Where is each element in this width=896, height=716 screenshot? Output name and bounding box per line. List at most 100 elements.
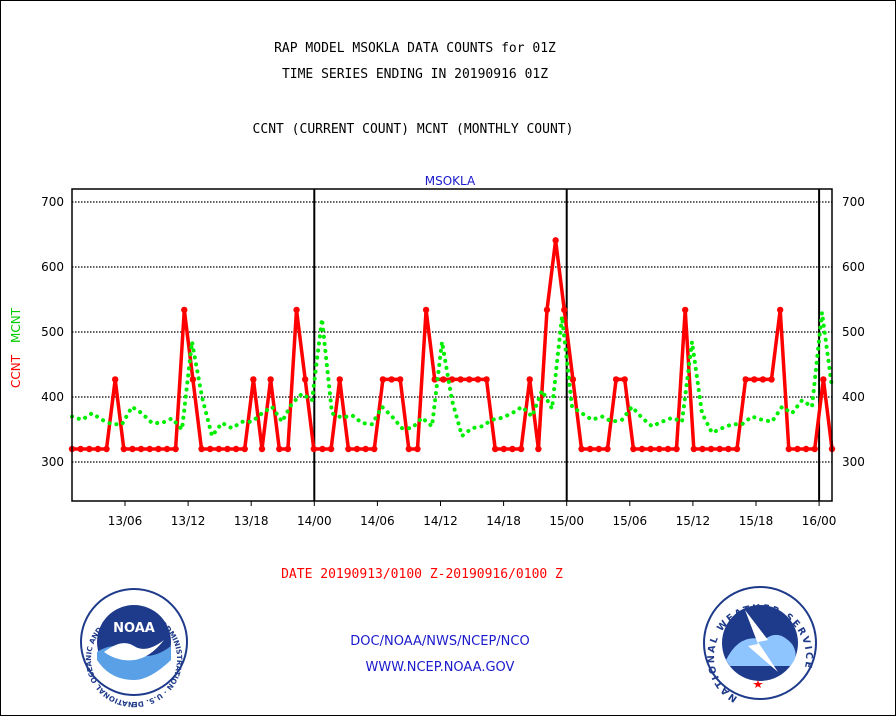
point-ccnt-15 xyxy=(198,445,205,453)
series-layer xyxy=(68,237,836,453)
point-ccnt-34 xyxy=(362,445,369,453)
point-ccnt-65 xyxy=(630,445,637,453)
point-ccnt-46 xyxy=(466,376,473,383)
point-ccnt-1 xyxy=(77,445,84,453)
point-ccnt-30 xyxy=(327,445,335,453)
point-ccnt-17 xyxy=(215,445,223,453)
point-ccnt-73 xyxy=(699,445,706,453)
y-tick-right-700: 700 xyxy=(842,195,865,209)
point-ccnt-69 xyxy=(664,445,672,453)
noaa-logo: NATIONAL OCEANIC AND ATMOSPHERIC ADMINIS… xyxy=(0,0,188,709)
point-ccnt-87 xyxy=(820,376,827,383)
point-ccnt-14 xyxy=(189,376,197,383)
point-ccnt-62 xyxy=(604,445,611,453)
point-ccnt-76 xyxy=(725,445,732,453)
point-ccnt-25 xyxy=(284,445,292,453)
point-ccnt-47 xyxy=(474,376,482,383)
x-tick-label-14-12: 14/12 xyxy=(423,514,458,528)
point-ccnt-20 xyxy=(241,445,248,453)
point-ccnt-77 xyxy=(733,445,741,453)
credit-text: DOC/NOAA/NWS/NCEP/NCO xyxy=(350,634,529,649)
point-ccnt-56 xyxy=(552,237,559,244)
point-ccnt-67 xyxy=(647,445,654,453)
point-ccnt-5 xyxy=(111,376,119,383)
x-tick-label-14-06: 14/06 xyxy=(360,514,395,528)
point-ccnt-26 xyxy=(293,306,300,314)
point-ccnt-63 xyxy=(612,376,620,383)
point-ccnt-72 xyxy=(690,445,698,453)
point-ccnt-60 xyxy=(586,445,594,453)
subtitle: CCNT (CURRENT COUNT) MCNT (MONTHLY COUNT… xyxy=(253,122,574,137)
x-tick-label-13-06: 13/06 xyxy=(108,514,143,528)
grid-layer xyxy=(72,189,832,501)
noaa-logo-text: NOAA xyxy=(113,621,155,636)
x-tick-label-14-18: 14/18 xyxy=(486,514,521,528)
point-ccnt-68 xyxy=(656,445,663,453)
y-tick-left-500: 500 xyxy=(41,325,64,339)
point-ccnt-31 xyxy=(336,376,343,383)
point-ccnt-51 xyxy=(509,445,516,453)
y-tick-right-400: 400 xyxy=(842,390,865,404)
point-ccnt-21 xyxy=(250,376,257,383)
point-ccnt-38 xyxy=(396,376,404,383)
point-ccnt-7 xyxy=(129,445,136,453)
point-ccnt-74 xyxy=(707,445,715,453)
title-line-2: TIME SERIES ENDING IN 20190916 01Z xyxy=(282,67,548,82)
point-ccnt-48 xyxy=(483,376,490,383)
point-ccnt-75 xyxy=(716,445,723,453)
x-tick-label-15-18: 15/18 xyxy=(739,514,774,528)
x-tick-label-13-18: 13/18 xyxy=(234,514,269,528)
point-ccnt-9 xyxy=(146,445,153,453)
series-mcnt xyxy=(70,310,834,438)
point-ccnt-79 xyxy=(751,376,758,383)
series-line-mcnt xyxy=(70,310,834,438)
y-tick-right-500: 500 xyxy=(842,325,865,339)
point-ccnt-18 xyxy=(224,445,231,453)
y-tick-right-300: 300 xyxy=(842,455,865,469)
point-ccnt-81 xyxy=(768,376,775,383)
point-ccnt-55 xyxy=(543,306,551,314)
y-tick-left-700: 700 xyxy=(41,195,64,209)
point-ccnt-71 xyxy=(681,306,689,314)
point-ccnt-64 xyxy=(621,376,628,383)
point-ccnt-27 xyxy=(301,376,309,383)
point-ccnt-45 xyxy=(457,376,464,383)
point-ccnt-39 xyxy=(405,445,413,453)
point-ccnt-32 xyxy=(345,445,352,453)
point-ccnt-82 xyxy=(776,306,784,314)
point-ccnt-29 xyxy=(319,445,326,453)
point-ccnt-58 xyxy=(569,376,577,383)
series-ccnt xyxy=(68,237,836,453)
point-ccnt-36 xyxy=(379,376,387,383)
point-ccnt-4 xyxy=(103,445,110,453)
y-tick-left-400: 400 xyxy=(41,390,64,404)
point-ccnt-10 xyxy=(155,445,162,453)
point-ccnt-85 xyxy=(802,445,810,453)
x-tick-label-16-00: 16/00 xyxy=(802,514,837,528)
point-ccnt-70 xyxy=(673,445,680,453)
y-tick-right-600: 600 xyxy=(842,260,865,274)
point-ccnt-3 xyxy=(94,445,102,453)
point-ccnt-22 xyxy=(258,445,266,453)
x-tick-label-15-12: 15/12 xyxy=(676,514,711,528)
title-line-1: RAP MODEL MSOKLA DATA COUNTS for 01Z xyxy=(274,41,556,56)
plot-area xyxy=(71,188,833,502)
point-ccnt-24 xyxy=(276,445,283,453)
point-ccnt-19 xyxy=(232,445,240,453)
nws-logo: NATIONAL WEATHER SERVICE xyxy=(703,586,817,704)
point-ccnt-66 xyxy=(638,445,646,453)
x-tick-label-15-00: 15/00 xyxy=(549,514,584,528)
x-tick-label-15-06: 15/06 xyxy=(613,514,648,528)
point-ccnt-61 xyxy=(595,445,603,453)
point-ccnt-8 xyxy=(137,445,145,453)
website-link[interactable]: WWW.NCEP.NOAA.GOV xyxy=(366,660,515,675)
point-ccnt-59 xyxy=(578,445,585,453)
point-ccnt-2 xyxy=(86,445,93,453)
point-ccnt-84 xyxy=(794,445,801,453)
point-ccnt-12 xyxy=(172,445,179,453)
point-ccnt-78 xyxy=(742,376,749,383)
x-tick-label-14-00: 14/00 xyxy=(297,514,332,528)
axis-layer: 300 300 400 400 500 500 600 600 700 700 13/06 13/12… xyxy=(41,188,865,528)
point-ccnt-23 xyxy=(267,376,274,383)
